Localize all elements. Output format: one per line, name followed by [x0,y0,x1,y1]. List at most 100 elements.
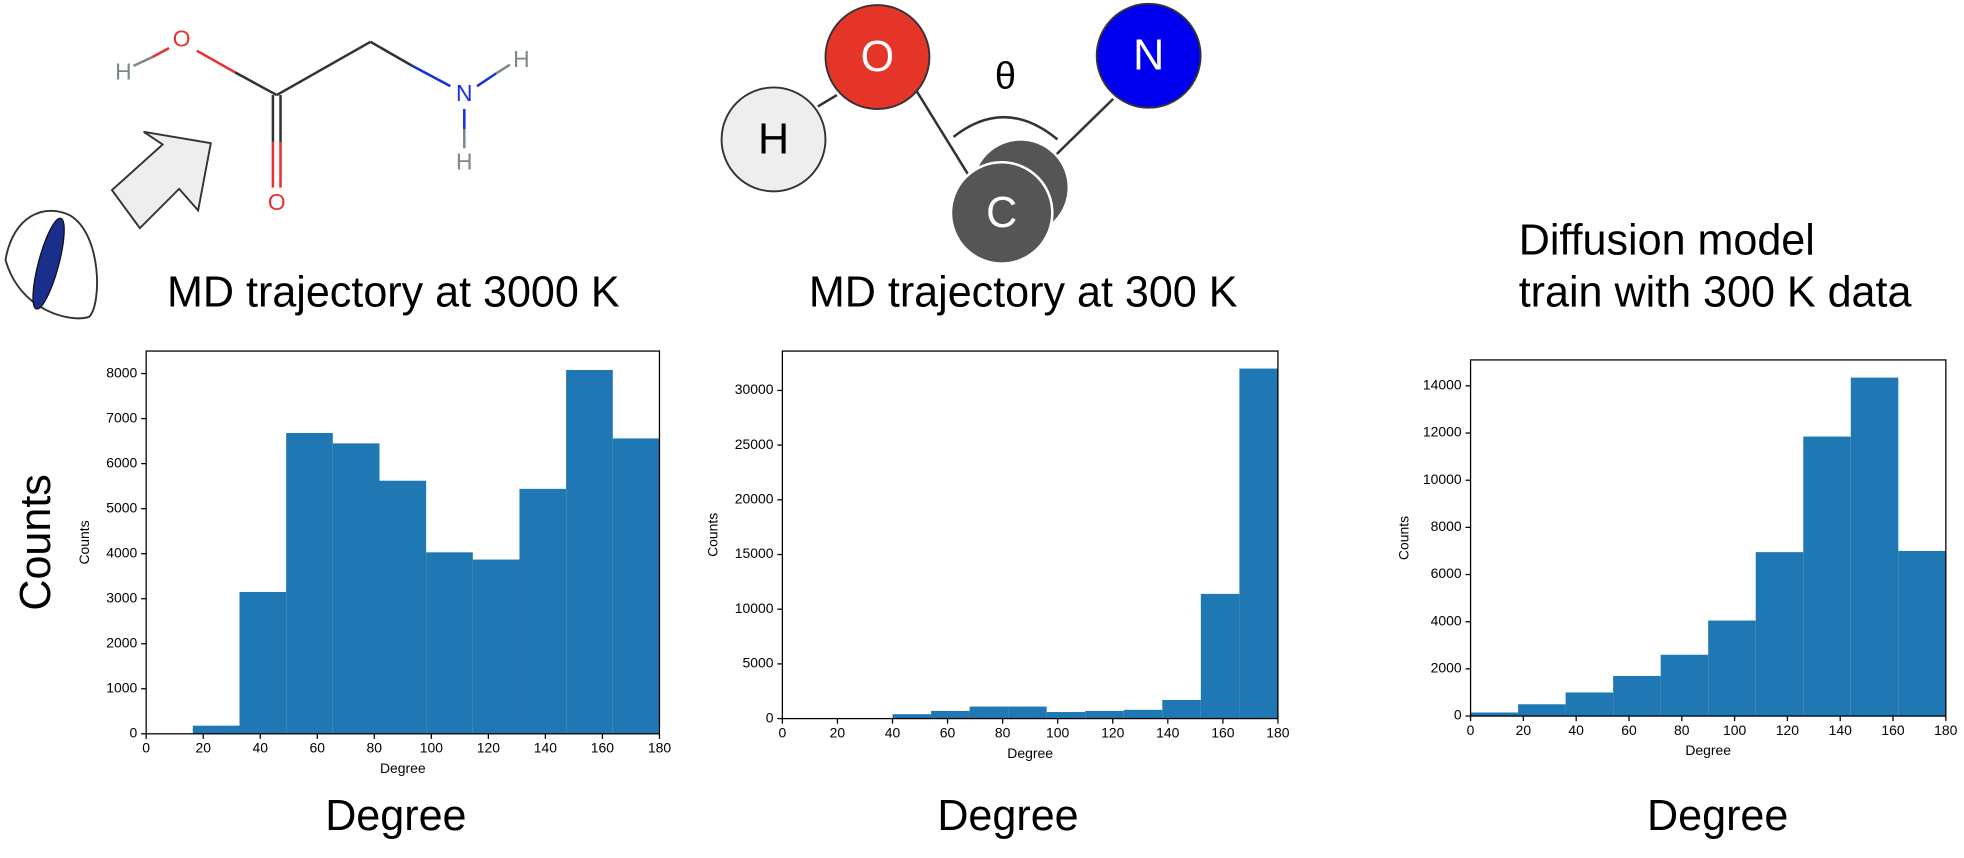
y-tick-label: 10000 [735,600,774,616]
bar [1239,368,1278,719]
atom-label: N [456,80,472,106]
x-tick-label: 40 [885,724,901,740]
y-tick-label: 2000 [1431,660,1462,676]
bar [426,552,473,734]
angle-label: θ [995,56,1016,98]
figure-x-label: Degree [937,792,1078,840]
y-tick-label: 30000 [735,381,774,397]
bond [495,63,511,75]
bar [1200,593,1240,719]
bond [132,55,154,68]
bond [234,71,278,97]
molecule [132,40,511,188]
y-axis-label: Counts [1395,516,1411,560]
bar [1046,712,1086,719]
x-axis-label: Degree [1685,742,1731,758]
x-tick-label: 100 [420,740,444,756]
y-tick-label: 25000 [735,436,774,452]
atom-label: H [115,59,131,85]
axes-frame [781,350,1279,720]
y-tick-label: 4000 [1431,612,1462,628]
x-tick-label: 100 [1723,722,1747,738]
bond [276,40,372,97]
x-tick-label: 60 [940,724,956,740]
figure-x-label: Degree [1647,792,1788,840]
y-tick-label: 0 [1454,707,1462,723]
figure-y-label: Counts [12,474,60,610]
atom-label: N [1133,32,1164,80]
angle-bonds [817,90,1115,179]
figure-x-label: Degree [325,792,466,840]
bond [817,93,838,108]
axes-frame [1469,359,1947,717]
y-tick-label: 1000 [106,679,137,695]
bond [476,72,497,88]
axes-frame [145,350,661,735]
x-tick-label: 120 [477,740,501,756]
bar [332,443,380,734]
x-tick-label: 140 [534,740,558,756]
y-tick-label: 5000 [106,499,137,515]
x-tick-label: 180 [1934,722,1958,738]
x-axis-label: Degree [1007,745,1053,761]
atom [720,86,827,193]
bar [1123,709,1163,719]
x-tick-label: 60 [310,740,326,756]
y-tick-label: 3000 [106,589,137,605]
x-tick-label: 120 [1101,724,1125,740]
bar [1565,692,1614,717]
bar [1008,706,1047,719]
atom-label: O [861,33,895,81]
y-tick-label: 0 [766,709,774,725]
bar [379,480,427,734]
bar [286,433,333,734]
y-axis-label: Counts [76,520,92,564]
chart-title: MD trajectory at 3000 K [167,269,620,317]
bar [239,591,287,734]
atom-label: H [758,115,789,163]
x-axis-label: Degree [380,760,426,776]
bar [931,710,970,719]
bond [196,49,236,74]
x-tick-label: 140 [1829,722,1853,738]
y-tick-label: 7000 [106,409,137,425]
y-tick-label: 8000 [1431,518,1462,534]
y-tick-label: 5000 [743,655,774,671]
bar [1470,712,1519,717]
atom-label: O [268,189,286,215]
bar [1085,710,1124,719]
x-tick-label: 40 [252,740,268,756]
atom-label: H [513,46,529,72]
bar [612,438,660,734]
atom-label: H [456,149,472,175]
x-tick-label: 180 [648,740,672,756]
x-tick-label: 20 [195,740,211,756]
x-tick-label: 0 [142,740,150,756]
x-tick-label: 160 [1881,722,1905,738]
bond [1055,97,1115,156]
y-tick-label: 6000 [1431,565,1462,581]
bond [151,47,170,59]
x-tick-label: 80 [995,724,1011,740]
atom [949,160,1054,265]
y-tick-label: 4000 [106,544,137,560]
bar [1803,436,1851,717]
x-tick-label: 20 [830,724,846,740]
bar [1850,377,1899,717]
bar [892,714,932,719]
x-tick-label: 100 [1046,724,1070,740]
bar [1660,654,1709,717]
x-tick-label: 60 [1621,722,1637,738]
bar [1613,675,1661,717]
y-tick-label: 14000 [1423,377,1462,393]
bond [369,40,413,68]
bar [1708,620,1756,717]
chart-title: train with 300 K data [1519,269,1912,317]
y-tick-label: 0 [130,724,138,740]
x-tick-label: 80 [367,740,383,756]
bond [915,90,972,179]
x-tick-label: 160 [591,740,615,756]
y-tick-label: 20000 [735,491,774,507]
x-tick-label: 80 [1674,722,1690,738]
